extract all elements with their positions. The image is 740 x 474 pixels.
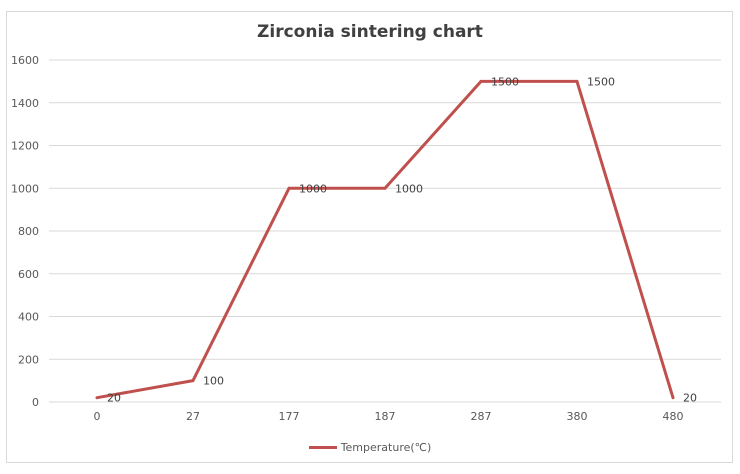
data-point	[287, 186, 291, 190]
data-point	[479, 79, 483, 83]
chart-title: Zirconia sintering chart	[257, 22, 483, 42]
data-label: 20	[683, 392, 697, 405]
legend: Temperature(℃)	[0, 438, 740, 456]
data-point	[383, 186, 387, 190]
y-tick-label: 400	[18, 311, 39, 324]
y-tick-label: 1000	[11, 182, 39, 195]
data-label: 1500	[587, 75, 615, 88]
data-point	[575, 79, 579, 83]
data-point	[671, 396, 675, 400]
y-tick-label: 1400	[11, 97, 39, 110]
y-tick-label: 1600	[11, 54, 39, 67]
x-tick-label: 0	[94, 410, 101, 423]
x-tick-label: 380	[567, 410, 588, 423]
y-tick-label: 1200	[11, 140, 39, 153]
legend-label: Temperature(℃)	[340, 440, 432, 454]
data-label: 100	[203, 375, 224, 388]
y-tick-label: 800	[18, 225, 39, 238]
y-tick-label: 600	[18, 268, 39, 281]
data-label: 20	[107, 392, 121, 405]
x-tick-label: 287	[471, 410, 492, 423]
y-tick-label: 200	[18, 353, 39, 366]
x-tick-label: 177	[279, 410, 300, 423]
data-label: 1000	[299, 182, 327, 195]
data-point	[95, 396, 99, 400]
legend-swatch	[308, 445, 337, 449]
x-tick-label: 480	[663, 410, 684, 423]
chart-area	[6, 11, 733, 463]
x-tick-label: 27	[186, 410, 200, 423]
series-line	[96, 79, 675, 400]
x-tick-label: 187	[375, 410, 396, 423]
y-tick-label: 0	[32, 396, 39, 409]
data-label: 1000	[395, 182, 423, 195]
data-point	[191, 379, 195, 383]
data-label: 1500	[491, 75, 519, 88]
